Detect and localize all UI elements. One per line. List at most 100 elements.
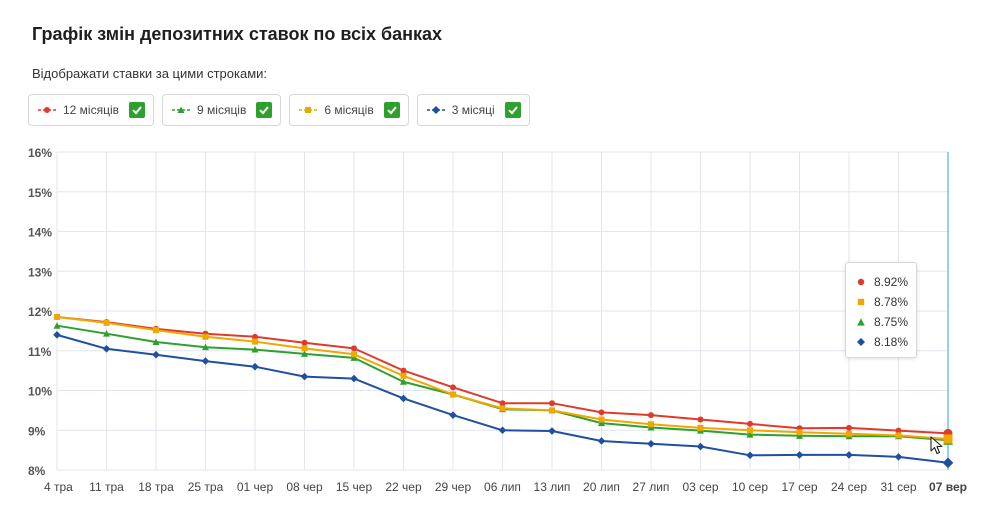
triangle-icon xyxy=(857,318,865,326)
y-tick-label: 15% xyxy=(28,186,52,200)
circle-icon xyxy=(38,107,56,113)
square-icon xyxy=(299,107,318,113)
data-point xyxy=(251,346,259,353)
data-point xyxy=(697,424,704,431)
data-point xyxy=(499,405,506,412)
diamond-icon xyxy=(857,338,865,346)
data-point xyxy=(846,424,852,431)
data-point xyxy=(796,429,803,436)
y-tick-label: 10% xyxy=(28,385,52,399)
data-point xyxy=(943,434,953,444)
checkbox-checked-icon[interactable] xyxy=(504,102,521,118)
data-point xyxy=(598,419,605,427)
filter-chip-3-months[interactable]: 3 місяці xyxy=(416,94,530,126)
data-point xyxy=(54,313,60,320)
y-tick-label: 8% xyxy=(28,464,46,478)
data-point xyxy=(102,344,111,353)
data-point xyxy=(697,416,704,423)
x-tick-label: 22 чер xyxy=(385,480,422,494)
data-point xyxy=(300,372,309,381)
filter-chip-9-months[interactable]: 9 місяців xyxy=(162,94,282,126)
checkbox-checked-icon[interactable] xyxy=(383,102,400,118)
y-tick-label: 14% xyxy=(28,226,52,240)
data-point xyxy=(894,453,903,461)
data-point xyxy=(450,391,456,398)
data-point xyxy=(103,330,110,337)
data-point xyxy=(103,319,110,326)
data-point xyxy=(648,412,654,419)
legend-subtitle: Відображати ставки за цими строками: xyxy=(32,66,268,81)
x-tick-label: 13 лип xyxy=(534,480,571,494)
x-tick-label: 07 вер xyxy=(929,480,967,494)
y-tick-label: 12% xyxy=(28,305,52,319)
x-tick-label: 24 сер xyxy=(831,480,867,494)
tooltip-value: 8.75% xyxy=(874,315,909,329)
tooltip-row: 8.92% xyxy=(856,272,916,292)
data-point xyxy=(549,407,555,414)
y-tick-label: 9% xyxy=(28,424,46,438)
data-point xyxy=(746,431,754,438)
square-icon xyxy=(857,298,865,306)
data-point xyxy=(846,430,852,437)
data-point xyxy=(747,420,753,427)
data-point xyxy=(152,338,160,346)
filter-chip-label: 3 місяці xyxy=(451,103,495,117)
filter-chip-label: 6 місяців xyxy=(324,103,374,117)
y-tick-label: 11% xyxy=(28,345,52,359)
hover-tooltip: 8.92% 8.78% 8.75% 8.18% xyxy=(845,262,917,358)
x-tick-label: 4 тра xyxy=(44,480,73,494)
filter-chip-6-months[interactable]: 6 місяців xyxy=(289,94,409,126)
data-point xyxy=(895,432,902,439)
data-point xyxy=(747,427,753,434)
y-tick-label: 13% xyxy=(28,265,52,279)
triangle-icon xyxy=(172,106,191,113)
x-tick-label: 20 лип xyxy=(583,480,620,494)
data-point xyxy=(53,322,61,329)
data-point xyxy=(942,457,954,469)
data-point xyxy=(548,427,556,435)
x-tick-label: 08 чер xyxy=(286,480,323,494)
data-point xyxy=(400,372,407,379)
data-point xyxy=(351,345,357,352)
data-point xyxy=(202,333,209,340)
tooltip-row: 8.75% xyxy=(856,312,916,332)
data-point xyxy=(450,384,456,391)
x-tick-label: 31 сер xyxy=(880,480,916,494)
data-point xyxy=(350,354,358,361)
data-point xyxy=(400,367,407,374)
x-tick-label: 01 чер xyxy=(237,480,274,494)
filter-chip-label: 12 місяців xyxy=(63,103,120,117)
series-filter: 12 місяців 9 місяців 6 місяців 3 місяці xyxy=(28,94,530,126)
data-point xyxy=(350,374,358,383)
tooltip-value: 8.18% xyxy=(874,335,909,349)
x-tick-label: 27 лип xyxy=(633,480,670,494)
tooltip-value: 8.92% xyxy=(874,275,909,289)
rates-line-chart[interactable]: 8% 9% 10% 11% 12% 13% 14% 15% 16% 4 тра 11 тра 18 т… xyxy=(0,140,981,511)
data-point xyxy=(399,394,408,403)
checkbox-checked-icon[interactable] xyxy=(129,102,146,118)
data-point xyxy=(746,451,754,460)
data-point xyxy=(301,339,308,346)
data-point xyxy=(796,432,803,439)
data-point xyxy=(153,327,159,334)
data-point xyxy=(53,331,61,339)
x-tick-label: 25 тра xyxy=(188,480,224,494)
data-point xyxy=(301,350,308,357)
mouse-pointer-icon xyxy=(930,436,943,455)
x-tick-label: 11 тра xyxy=(89,480,124,494)
data-point xyxy=(252,333,258,340)
checkbox-checked-icon[interactable] xyxy=(256,102,273,118)
x-tick-label: 10 сер xyxy=(732,480,768,494)
data-point xyxy=(251,362,259,371)
data-point xyxy=(549,400,555,407)
y-tick-label: 16% xyxy=(28,146,52,160)
circle-icon xyxy=(857,278,865,286)
filter-chip-12-months[interactable]: 12 місяців xyxy=(28,94,155,126)
x-tick-label: 15 чер xyxy=(336,480,373,494)
tooltip-row: 8.78% xyxy=(856,292,916,312)
data-point xyxy=(795,451,804,459)
data-point xyxy=(598,416,605,423)
data-point xyxy=(449,411,457,419)
data-point xyxy=(598,409,605,416)
tooltip-row: 8.18% xyxy=(856,332,916,352)
